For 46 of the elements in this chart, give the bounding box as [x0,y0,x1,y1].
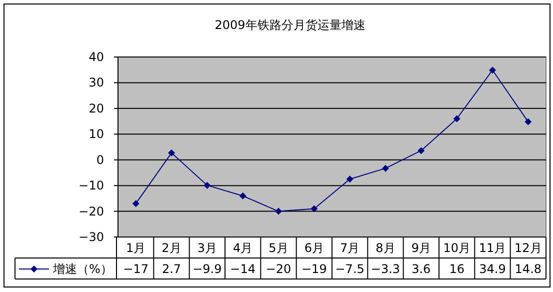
point [346,176,354,183]
point [489,66,496,74]
data-label: −14 [230,262,256,276]
data-label: 14.8 [514,262,542,276]
y-tick-label: 10 [88,127,104,142]
x-tick-label: 7月 [340,241,360,255]
x-tick-label: 4月 [233,241,253,255]
data-label: 2.7 [162,262,182,276]
x-tick-label: 2月 [162,241,182,255]
data-label: −9.9 [192,262,222,276]
data-label: 16 [449,262,464,276]
point [132,200,140,208]
data-label: 34.9 [479,262,506,276]
point [239,192,246,200]
y-tick-label: 0 [96,152,104,167]
y-tick-label: 20 [88,101,104,116]
data-label: −17 [123,262,148,276]
chart-title: 2009年铁路分月货运量增速 [214,18,366,32]
x-tick-label: 3月 [197,241,217,255]
legend-label: 增速（%） [52,262,112,276]
point [453,115,460,122]
x-tick-label: 9月 [411,241,431,255]
point [310,205,318,212]
x-tick-label: 8月 [376,241,396,255]
x-tick-label: 10月 [443,241,470,255]
data-label: 3.6 [412,262,431,276]
y-tick-label: −20 [78,204,104,218]
point [204,182,211,189]
data-label: −7.5 [335,262,364,276]
x-tick-label: 5月 [268,241,288,255]
data-label: −3.3 [370,262,400,276]
data-label: −20 [266,262,292,276]
y-tick-label: 40 [88,50,104,64]
data-label: −19 [302,262,327,276]
y-tick-label: −10 [78,178,104,193]
point [418,147,425,154]
x-tick-label: 11月 [478,241,506,255]
y-tick-label: 30 [88,76,104,90]
point [382,164,389,172]
point [275,208,282,215]
x-tick-label: 6月 [304,241,324,255]
x-tick-label: 12月 [514,241,542,255]
y-tick-label: −30 [78,230,104,244]
point [168,149,175,156]
x-tick-label: 1月 [126,241,146,255]
point [524,118,532,126]
